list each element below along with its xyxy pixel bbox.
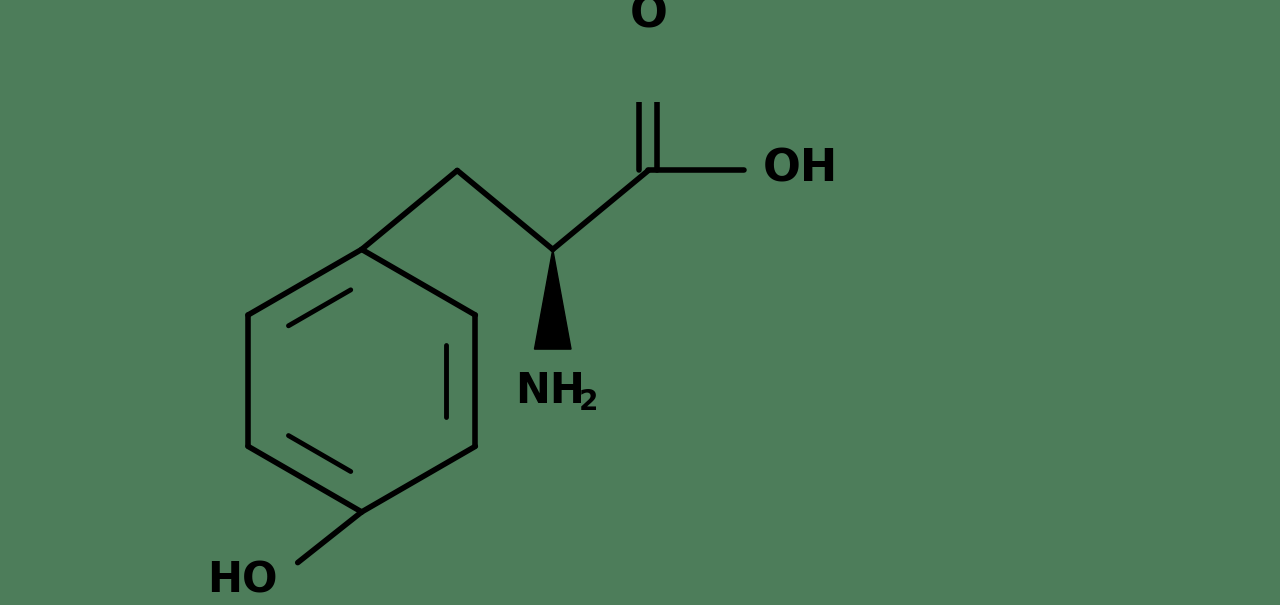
Text: O: O [630,0,667,37]
Polygon shape [535,249,571,349]
Text: HO: HO [207,560,278,602]
Text: OH: OH [763,147,838,191]
Text: 2: 2 [579,388,598,416]
Text: NH: NH [516,370,585,411]
